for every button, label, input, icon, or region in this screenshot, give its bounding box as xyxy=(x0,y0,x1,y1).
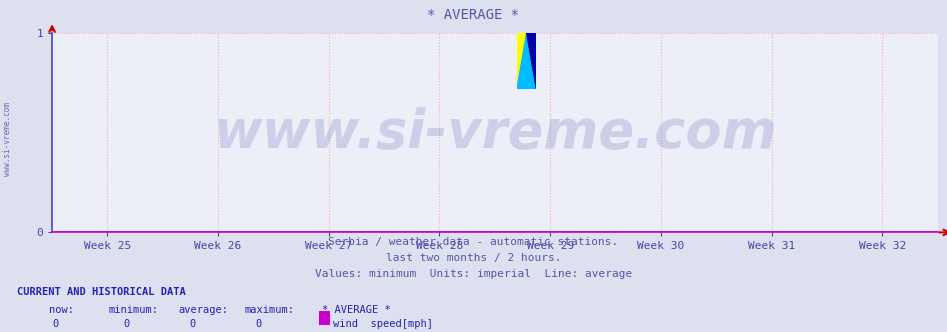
Text: 0: 0 xyxy=(52,319,59,329)
Text: 0: 0 xyxy=(189,319,196,329)
Polygon shape xyxy=(527,33,536,89)
Text: now:: now: xyxy=(49,305,74,315)
Text: 0: 0 xyxy=(256,319,262,329)
Text: www.si-vreme.com: www.si-vreme.com xyxy=(213,107,777,159)
Text: maximum:: maximum: xyxy=(244,305,295,315)
Text: * AVERAGE *: * AVERAGE * xyxy=(322,305,391,315)
Text: 0: 0 xyxy=(123,319,130,329)
Text: Values: minimum  Units: imperial  Line: average: Values: minimum Units: imperial Line: av… xyxy=(314,269,633,279)
Text: * AVERAGE *: * AVERAGE * xyxy=(427,8,520,22)
Text: average:: average: xyxy=(178,305,228,315)
Text: last two months / 2 hours.: last two months / 2 hours. xyxy=(385,253,562,263)
Polygon shape xyxy=(517,33,527,89)
Text: www.si-vreme.com: www.si-vreme.com xyxy=(3,103,12,176)
Text: minimum:: minimum: xyxy=(109,305,159,315)
Text: CURRENT AND HISTORICAL DATA: CURRENT AND HISTORICAL DATA xyxy=(17,287,186,297)
Text: wind  speed[mph]: wind speed[mph] xyxy=(333,319,434,329)
Polygon shape xyxy=(517,33,536,89)
Text: Serbia / weather data - automatic stations.: Serbia / weather data - automatic statio… xyxy=(329,237,618,247)
